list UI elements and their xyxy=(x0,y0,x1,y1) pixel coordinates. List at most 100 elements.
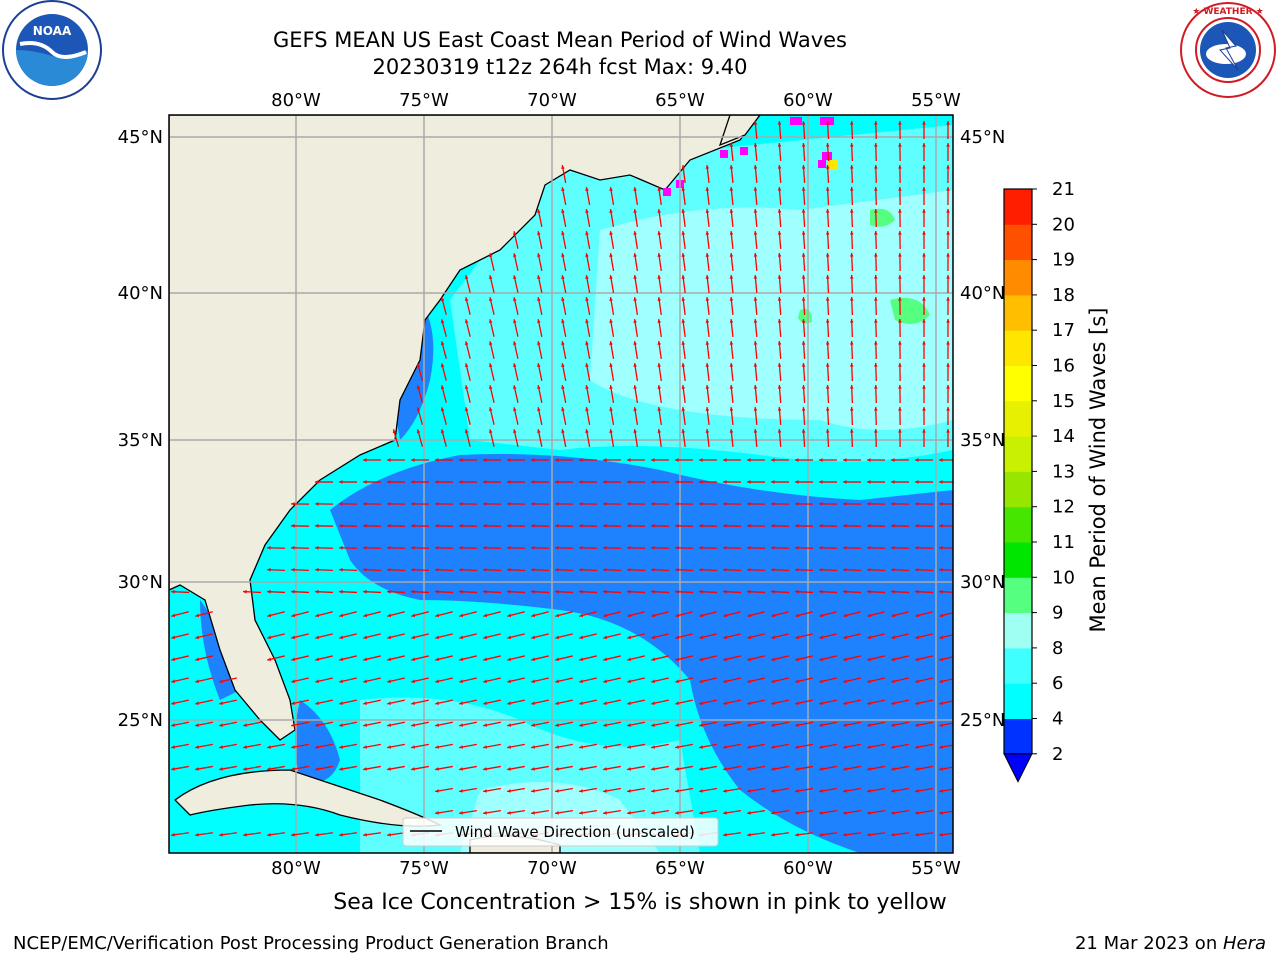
wave-arrow-head xyxy=(898,363,902,367)
wave-arrow-head xyxy=(898,143,902,147)
wave-arrow-head xyxy=(387,679,392,683)
wave-arrow-head xyxy=(219,679,224,683)
wave-arrow-head xyxy=(723,480,727,484)
credit-date: 21 Mar 2023 on xyxy=(1074,933,1223,954)
wave-arrow-head xyxy=(579,811,583,815)
wave-arrow-head xyxy=(387,546,391,550)
wave-arrow-head xyxy=(411,679,416,683)
lat-label-left: 40°N xyxy=(118,283,163,304)
wave-arrow-head xyxy=(171,723,176,727)
wave-arrow-head xyxy=(531,524,535,528)
wave-arrow-head xyxy=(753,165,758,169)
wave-arrow-head xyxy=(555,679,560,683)
wave-arrow-head xyxy=(633,275,637,279)
wave-arrow-head xyxy=(939,567,943,572)
wave-arrow-head xyxy=(555,635,560,640)
wave-arrow-head xyxy=(531,458,535,462)
wave-arrow-head xyxy=(891,679,896,683)
wave-arrow-head xyxy=(291,723,296,727)
wave-arrow-head xyxy=(561,275,565,280)
wave-arrow-head xyxy=(922,165,926,169)
wave-arrow-head xyxy=(579,789,583,793)
wave-arrow-head xyxy=(771,811,775,815)
wave-arrow-head xyxy=(531,635,536,640)
wave-arrow-head xyxy=(555,524,559,528)
wave-arrow-head xyxy=(795,480,799,484)
wave-arrow-head xyxy=(219,723,224,727)
wave-arrow-head xyxy=(891,832,895,837)
wave-arrow-head xyxy=(747,789,751,793)
wave-arrow-head xyxy=(939,789,943,793)
wave-arrow-head xyxy=(513,407,517,412)
wave-arrow-head xyxy=(867,546,871,550)
wave-arrow-head xyxy=(723,811,727,815)
wave-arrow-head xyxy=(609,341,613,345)
wave-arrow-head xyxy=(891,723,896,727)
wave-arrow-head xyxy=(585,319,589,323)
wave-arrow-head xyxy=(195,679,200,683)
wave-arrow-head xyxy=(603,502,607,506)
wave-arrow-head xyxy=(219,745,223,749)
wave-arrow-head xyxy=(537,275,541,280)
wave-arrow-head xyxy=(435,589,439,594)
wave-arrow-head xyxy=(537,231,541,236)
wave-arrow-head xyxy=(291,589,295,594)
wave-arrow-head xyxy=(291,502,295,506)
wave-arrow-head xyxy=(747,657,752,662)
wave-arrow-head xyxy=(849,407,854,411)
wave-arrow-head xyxy=(729,143,734,147)
wave-arrow-head xyxy=(874,231,878,235)
wave-arrow-head xyxy=(729,407,734,411)
wave-arrow-head xyxy=(819,480,823,484)
wave-arrow-head xyxy=(171,767,175,771)
wave-arrow-head xyxy=(387,723,392,727)
wave-arrow-head xyxy=(483,613,488,618)
wave-arrow-head xyxy=(603,589,607,594)
wave-arrow-head xyxy=(459,458,463,462)
wave-arrow-head xyxy=(729,165,734,169)
wave-arrow-head xyxy=(435,502,439,506)
wave-arrow-head xyxy=(657,253,662,257)
wave-arrow-head xyxy=(243,767,247,771)
wave-arrow-head xyxy=(898,297,902,301)
map-legend: Wind Wave Direction (unscaled) xyxy=(402,817,719,847)
wave-arrow-head xyxy=(874,341,878,345)
lat-label-right: 45°N xyxy=(960,127,1005,148)
wave-arrow-head xyxy=(825,385,830,389)
wave-arrow-head xyxy=(681,407,686,411)
wave-arrow-head xyxy=(537,385,541,390)
wave-arrow-head xyxy=(627,502,631,506)
wave-arrow-head xyxy=(699,701,704,705)
wave-arrow-head xyxy=(946,231,950,235)
wave-arrow-head xyxy=(777,385,782,389)
wave-arrow-head xyxy=(898,187,902,191)
wave-arrow-head xyxy=(922,319,926,323)
wave-arrow-head xyxy=(675,546,679,550)
wave-arrow-head xyxy=(843,458,847,462)
wave-arrow-head xyxy=(392,429,397,434)
wave-arrow-head xyxy=(819,458,823,462)
wave-arrow-head xyxy=(675,613,680,618)
colorbar-segment xyxy=(1004,612,1032,649)
wave-arrow-head xyxy=(753,209,758,213)
wave-arrow-head xyxy=(843,789,847,793)
wave-arrow-head xyxy=(699,723,704,727)
wave-arrow-head xyxy=(627,811,631,815)
wave-arrow-head xyxy=(609,407,613,411)
wave-arrow-head xyxy=(435,480,439,484)
wave-arrow-head xyxy=(891,811,895,815)
lon-label-bottom: 75°W xyxy=(399,858,449,879)
wave-arrow-head xyxy=(627,635,632,640)
wave-arrow-head xyxy=(747,832,751,837)
wave-arrow-head xyxy=(291,635,296,640)
wave-arrow-head xyxy=(946,407,950,411)
wave-arrow-head xyxy=(771,613,776,618)
wave-arrow-head xyxy=(675,657,680,662)
wave-arrow-head xyxy=(867,613,872,618)
lat-labels-left: 45°N 40°N 35°N 30°N 25°N xyxy=(118,127,163,731)
wave-arrow-head xyxy=(801,165,806,169)
wave-arrow-head xyxy=(267,745,271,749)
wave-arrow-head xyxy=(483,745,487,749)
wave-arrow-head xyxy=(747,679,752,683)
wave-arrow-head xyxy=(339,745,343,749)
